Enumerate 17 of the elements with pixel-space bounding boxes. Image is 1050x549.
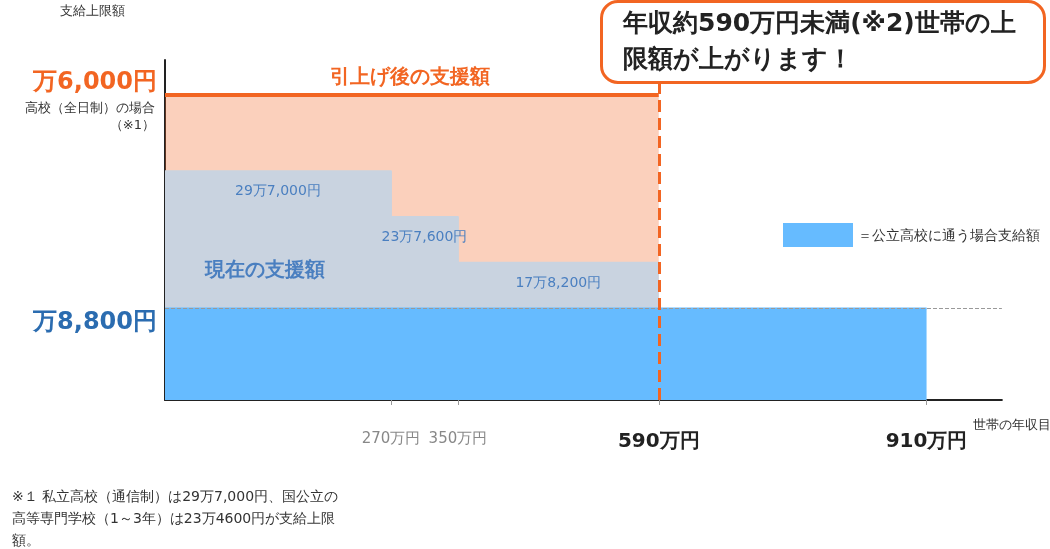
series-label: 引上げ後の支援額 xyxy=(330,64,490,88)
x-tick-label: 910万円 xyxy=(885,428,968,452)
series-label: 現在の支援額 xyxy=(204,257,325,281)
x-axis-title: 世帯の年収目 xyxy=(973,417,1050,432)
text: 万8,800円 xyxy=(32,306,157,335)
annotation: 17万8,200円 xyxy=(515,273,602,290)
x-tick-label: 350万円 xyxy=(428,428,488,447)
annotation: 23万7,600円 xyxy=(381,228,468,245)
x-tick-label: 270万円 xyxy=(361,428,421,447)
text: ※１ 私立高校（通信制）は29万7,000円、国公立の高等専門学校（1～3年）は23万4600円が支給上限額。 xyxy=(12,487,340,549)
text: 高校（全日制）の場合（※1） xyxy=(24,99,155,134)
chart-title: 年収約590万円未満(※2)世帯の上限額が上がります！ xyxy=(600,0,1046,84)
legend-label: ＝公立高校に通う場合支給額 xyxy=(858,227,1040,243)
annotation: 29万7,000円 xyxy=(235,182,321,199)
text: 万6,000円 xyxy=(32,67,157,96)
x-tick-label: 590万円 xyxy=(617,428,700,452)
text: 支給上限額 xyxy=(60,3,125,18)
